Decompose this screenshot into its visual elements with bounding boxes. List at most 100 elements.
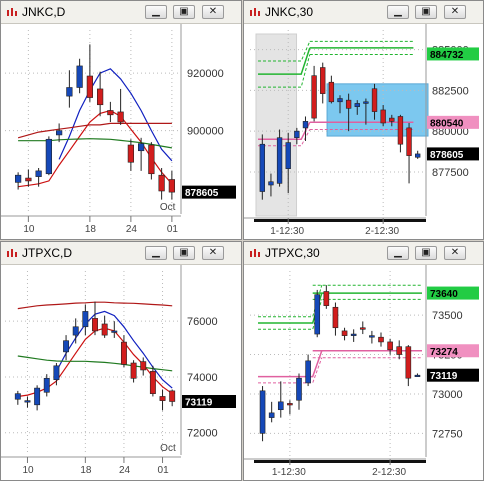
chart-app-icon [250, 249, 260, 257]
minimize-button[interactable]: ▁ [145, 246, 167, 260]
candle-body [25, 177, 32, 182]
indicator-line [58, 68, 173, 162]
candle-body [149, 371, 156, 394]
candle-body [302, 121, 309, 129]
time-tick-label: 18 [85, 224, 97, 235]
chart-window-jtpxc-30[interactable]: JTPXC,30 ▁ ▣ ✕ 735007325073000727501-12:… [243, 241, 484, 481]
candle-body [259, 390, 266, 434]
candle-body [15, 174, 22, 183]
candle-body [287, 403, 293, 406]
minimize-icon: ▁ [152, 247, 160, 258]
restore-button[interactable]: ▣ [173, 246, 195, 260]
window-title: JNKC,D [22, 5, 66, 19]
window-titlebar[interactable]: JTPXC,30 ▁ ▣ ✕ [244, 242, 483, 265]
price-badge-label: 73119 [430, 371, 458, 382]
chart-window-jnkc-30[interactable]: JNKC,30 ▁ ▣ ✕ 8850008825008800008775001-… [243, 0, 484, 240]
candle-body [311, 75, 317, 119]
price-tick-label: 74000 [187, 372, 218, 384]
candle-body [397, 116, 404, 145]
candle-body [406, 127, 412, 156]
price-badge [427, 115, 479, 129]
chart-window-jnkc-d[interactable]: JNKC,D ▁ ▣ ✕ 920000 900000 10 18 24 01 Oct 8786… [0, 0, 242, 240]
time-tick-label: 18 [80, 465, 92, 476]
candle-body [127, 144, 134, 163]
candle-body [140, 361, 147, 371]
candle-body [345, 99, 352, 109]
candle-body [56, 130, 63, 136]
time-tick-label: 2-12:30 [365, 226, 399, 237]
price-badge-label: 884732 [430, 50, 464, 61]
candle-body [389, 117, 395, 122]
time-tick-label: 24 [119, 465, 131, 476]
restore-icon: ▣ [421, 247, 431, 258]
candle-body [45, 138, 52, 175]
level-line [258, 350, 323, 378]
candle-body [120, 341, 127, 365]
candle-body [66, 87, 73, 97]
candle-body [97, 88, 104, 106]
candle-body [314, 294, 321, 335]
price-badge [182, 185, 236, 199]
minimize-button[interactable]: ▁ [387, 246, 409, 260]
candle-body [359, 327, 366, 330]
chart-window-jtpxc-d[interactable]: JTPXC,D ▁ ▣ ✕ 76000 74000 72000 10 18 24 01 Oct… [0, 241, 242, 481]
candle-body [72, 326, 79, 336]
price-badge [427, 47, 479, 61]
price-badge-label: 878605 [185, 188, 219, 199]
window-titlebar[interactable]: JNKC,30 ▁ ▣ ✕ [244, 1, 483, 24]
minimize-button[interactable]: ▁ [145, 5, 167, 19]
price-chart[interactable]: 76000 74000 72000 10 18 24 01 Oct 73119 [1, 265, 241, 480]
candle-body [332, 306, 339, 329]
candle-body [159, 396, 166, 401]
price-badge-label: 73640 [430, 289, 458, 300]
window-titlebar[interactable]: JTPXC,D ▁ ▣ ✕ [1, 242, 241, 265]
candle-body [285, 142, 291, 169]
price-tick-label: 877500 [432, 167, 469, 179]
window-titlebar[interactable]: JNKC,D ▁ ▣ ✕ [1, 1, 241, 24]
candle-body [86, 75, 93, 98]
level-line [258, 54, 311, 88]
candle-body [158, 174, 165, 192]
level-line [258, 47, 311, 75]
candle-body [43, 378, 50, 393]
window-title: JNKC,30 [265, 5, 314, 19]
session-bar [254, 219, 426, 222]
close-button[interactable]: ✕ [202, 246, 224, 260]
minimize-button[interactable]: ▁ [387, 5, 409, 19]
close-button[interactable]: ✕ [444, 5, 466, 19]
price-tick-label: 76000 [187, 316, 218, 328]
restore-icon: ▣ [179, 247, 189, 258]
candle-body [24, 400, 31, 403]
close-button[interactable]: ✕ [444, 246, 466, 260]
candle-body [259, 143, 265, 192]
chart-app-icon [250, 8, 260, 16]
time-tick-label: 1-12:30 [272, 467, 306, 478]
price-chart[interactable]: 8850008825008800008775001-12:302-12:3088… [244, 24, 483, 239]
price-tick-label: 880000 [432, 126, 469, 138]
candle-body [148, 144, 155, 175]
restore-button[interactable]: ▣ [173, 5, 195, 19]
price-chart[interactable]: 735007325073000727501-12:302-12:30736407… [244, 265, 483, 480]
level-line [258, 357, 323, 384]
restore-button[interactable]: ▣ [415, 5, 437, 19]
highlight-zone [326, 83, 429, 137]
candle-body [414, 374, 421, 377]
restore-icon: ▣ [179, 6, 189, 17]
candle-body [415, 153, 421, 158]
price-badge-label: 73119 [185, 398, 213, 409]
close-button[interactable]: ✕ [202, 5, 224, 19]
time-tick-label: 1-12:30 [270, 226, 304, 237]
candle-body [405, 346, 412, 379]
candle-body [34, 387, 41, 406]
candle-body [363, 101, 369, 104]
price-badge-label: 73274 [430, 347, 458, 358]
price-chart[interactable]: 920000 900000 10 18 24 01 Oct 878605 [1, 24, 241, 239]
price-tick-label: 882500 [432, 85, 469, 97]
level-line [258, 41, 311, 62]
price-tick-label: 72750 [432, 428, 463, 440]
minimize-icon: ▁ [152, 6, 160, 17]
restore-button[interactable]: ▣ [415, 246, 437, 260]
month-label: Oct [160, 443, 176, 454]
session-bar [254, 460, 426, 463]
candle-body [387, 341, 393, 351]
